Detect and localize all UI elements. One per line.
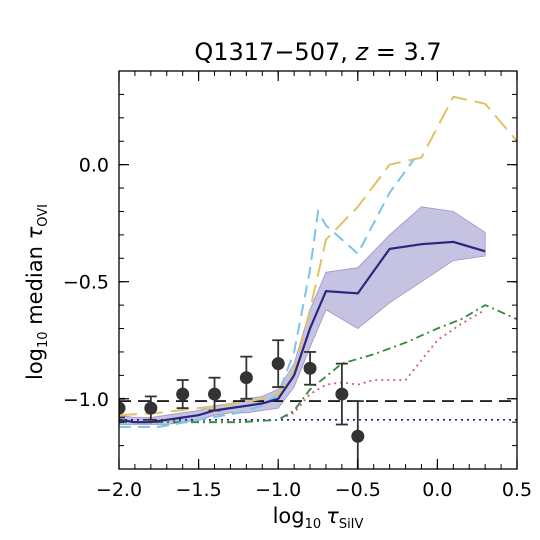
x-tick-label: −1.5 [176, 479, 222, 501]
y-tick-label: −0.5 [63, 272, 109, 294]
x-tick-label: 0.0 [422, 479, 452, 501]
y-axis-label-symbol: τ [23, 226, 47, 239]
chart-title-z: z [355, 38, 370, 66]
point-marker [335, 387, 349, 401]
data-point [335, 362, 349, 426]
y-axis-label-prefix: log [23, 348, 47, 380]
chart-title-rest: = 3.7 [368, 38, 442, 66]
point-marker [208, 387, 222, 401]
y-axis-label: log10 median τOVI [23, 204, 51, 380]
point-marker [271, 357, 285, 371]
data-point [144, 395, 158, 421]
plot-content [119, 95, 517, 469]
point-marker [351, 429, 365, 443]
chart-title: Q1317−507, z = 3.7 [194, 38, 441, 66]
x-tick-label: −2.0 [96, 479, 142, 501]
x-tick-label: 0.5 [502, 479, 532, 501]
y-axis-label-middle: median [23, 239, 47, 331]
series-dashed-gold [119, 95, 517, 417]
plot-area: −2.0 −1.5 −1.0 −0.5 0.0 0.5 −1.0 −0.5 0.0 [63, 70, 532, 501]
x-axis-label-subscript: SiIV [339, 517, 364, 532]
y-tick-label: −1.0 [63, 389, 109, 411]
series-model-median [119, 240, 486, 424]
chart-title-main: Q1317−507, [194, 38, 355, 66]
y-tick-label: 0.0 [79, 155, 109, 177]
data-point [271, 339, 285, 388]
point-marker [239, 371, 253, 385]
x-axis-label: log10 τSiIV [273, 504, 364, 532]
x-axis-label-sub10: 10 [305, 517, 322, 532]
y-axis-label-subscript: OVI [36, 204, 51, 227]
y-axis-label-sub10: 10 [36, 331, 51, 348]
point-marker [303, 361, 317, 375]
data-point [239, 355, 253, 400]
x-tick-label: −0.5 [335, 479, 381, 501]
data-point [176, 379, 190, 410]
point-marker [176, 387, 190, 401]
point-marker [119, 401, 126, 415]
point-marker [144, 401, 158, 415]
x-tick-label: −1.0 [255, 479, 301, 501]
data-point [208, 376, 222, 412]
x-axis-label-prefix: log [273, 504, 305, 528]
data-point [303, 351, 317, 386]
x-axis-label-symbol: τ [326, 504, 339, 528]
plot-frame [118, 70, 518, 470]
series-dashed-blue [119, 159, 415, 428]
